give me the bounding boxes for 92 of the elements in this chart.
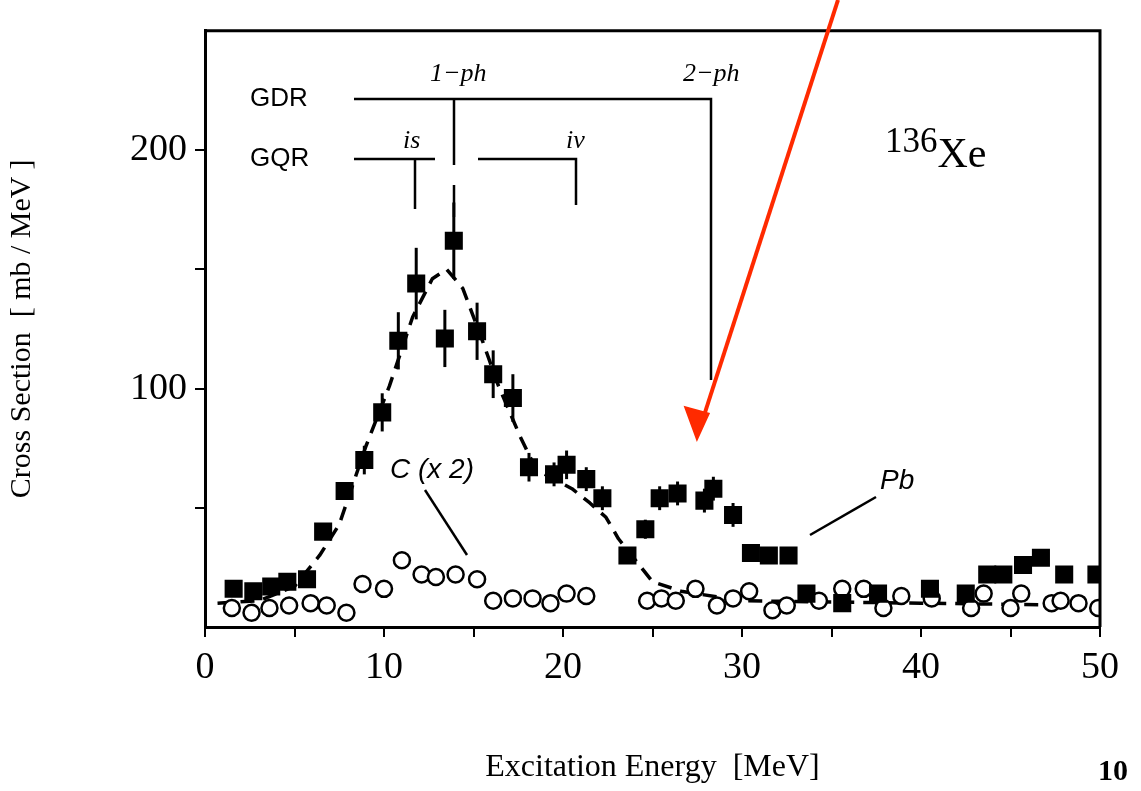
annotation: 2−ph — [683, 57, 740, 89]
point — [374, 579, 394, 599]
point — [636, 520, 655, 539]
point — [314, 522, 333, 541]
point — [777, 596, 796, 615]
point — [1055, 565, 1074, 584]
annotation: GQR — [250, 142, 310, 174]
point — [407, 274, 426, 293]
y-tick-label: 200 — [130, 126, 187, 169]
x-tick-label: 30 — [723, 643, 761, 686]
point — [577, 586, 596, 606]
point — [686, 579, 705, 599]
x-tick-label: 40 — [902, 643, 940, 686]
point — [222, 598, 242, 618]
y-axis-title: Cross Section [ mb / MeV ] — [2, 159, 36, 499]
point — [1051, 591, 1070, 611]
point — [994, 565, 1013, 584]
annotation: $^{136}$Xe — [885, 120, 987, 178]
point — [1011, 584, 1031, 603]
point — [739, 581, 759, 601]
point — [978, 565, 997, 584]
point — [668, 484, 687, 503]
x-axis-title: Excitation Energy [MeV] — [485, 747, 820, 784]
point — [956, 584, 975, 603]
point — [279, 596, 299, 615]
point — [301, 593, 320, 613]
point — [707, 596, 727, 615]
point — [426, 567, 446, 587]
point — [741, 544, 760, 563]
y-tick-label: 100 — [130, 364, 187, 407]
point — [503, 389, 522, 408]
point — [557, 584, 576, 603]
point — [298, 570, 317, 589]
point — [335, 482, 354, 501]
annotation: is — [403, 124, 421, 156]
annotation: iv — [566, 124, 585, 156]
point — [373, 403, 392, 422]
x-tick-label: 50 — [1081, 643, 1119, 686]
point — [704, 479, 723, 498]
point — [278, 572, 297, 591]
point — [759, 546, 778, 565]
annotation: GDR — [250, 82, 308, 114]
point — [577, 470, 596, 489]
point — [503, 589, 523, 608]
point — [244, 582, 263, 601]
point — [650, 489, 669, 508]
point — [337, 603, 356, 622]
point — [541, 593, 560, 613]
point — [763, 601, 782, 620]
point — [260, 598, 279, 618]
point — [1031, 548, 1050, 567]
point — [892, 586, 911, 606]
point — [557, 455, 576, 474]
point — [355, 451, 374, 470]
point — [224, 579, 243, 598]
point — [666, 591, 686, 611]
point — [519, 458, 539, 477]
point — [869, 584, 888, 603]
point — [262, 577, 281, 596]
annotation: 1−ph — [430, 57, 487, 89]
point — [1014, 555, 1033, 575]
point — [435, 329, 454, 348]
annotation: Pb — [880, 463, 915, 497]
point — [833, 594, 852, 613]
point — [353, 574, 372, 594]
point — [444, 231, 463, 250]
point — [974, 584, 993, 603]
point — [389, 331, 408, 350]
annotation: C (x 2) — [390, 452, 474, 486]
x-tick-label: 10 — [365, 643, 403, 686]
point — [1001, 598, 1020, 618]
point — [593, 489, 612, 508]
point — [1069, 593, 1088, 613]
point — [483, 591, 503, 611]
point — [242, 603, 261, 622]
point — [446, 565, 465, 584]
point — [523, 589, 542, 608]
point — [797, 584, 816, 603]
point — [484, 365, 503, 384]
point — [723, 589, 743, 608]
point — [779, 546, 798, 565]
x-tick-label: 0 — [195, 643, 215, 686]
point — [467, 570, 487, 589]
point — [920, 579, 939, 598]
x-tick-label: 20 — [544, 643, 582, 686]
point — [392, 550, 412, 570]
point — [468, 322, 487, 341]
point — [317, 596, 336, 615]
point — [724, 505, 743, 524]
point — [637, 591, 657, 611]
point — [618, 546, 637, 565]
text: 10 — [1098, 752, 1128, 788]
